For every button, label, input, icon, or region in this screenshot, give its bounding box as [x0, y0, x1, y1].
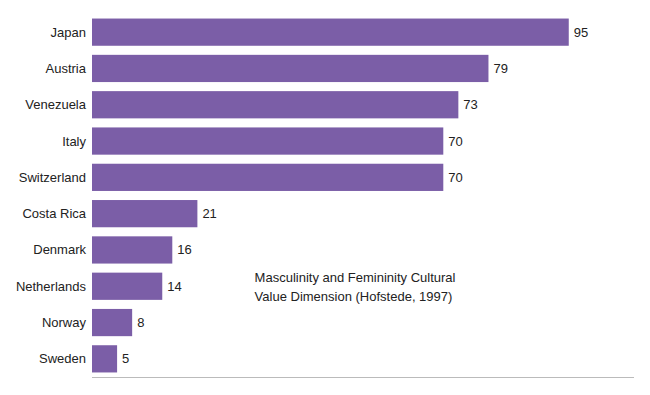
category-label: Japan — [51, 25, 86, 40]
category-label: Costa Rica — [22, 206, 86, 221]
data-label: 95 — [574, 25, 588, 40]
bar — [92, 164, 443, 191]
category-label: Sweden — [39, 351, 86, 366]
category-label: Norway — [42, 315, 87, 330]
bar — [92, 91, 458, 118]
data-label: 79 — [493, 61, 507, 76]
category-label: Switzerland — [19, 170, 86, 185]
data-label: 70 — [448, 134, 462, 149]
bar — [92, 309, 132, 336]
category-label: Netherlands — [16, 279, 87, 294]
x-axis-line — [92, 377, 634, 378]
chart-container: 95 Japan 79 Austria 73 Venezuela 70 Italy 70 Swit… — [0, 0, 650, 395]
bars — [92, 19, 569, 373]
annotation-line: Masculinity and Femininity Cultural — [255, 269, 456, 284]
bar — [92, 273, 162, 300]
chart: 95 Japan 79 Austria 73 Venezuela 70 Italy 70 Swit… — [0, 0, 650, 395]
bar — [92, 127, 443, 154]
annotation-line: Value Dimension (Hofstede, 1997) — [255, 288, 453, 303]
category-label: Denmark — [33, 242, 86, 257]
data-label: 16 — [177, 242, 191, 257]
category-label: Italy — [62, 134, 86, 149]
bar — [92, 236, 172, 263]
bar — [92, 55, 488, 82]
category-label: Austria — [46, 61, 87, 76]
data-label: 5 — [122, 351, 129, 366]
labels: 95 Japan 79 Austria 73 Venezuela 70 Italy 70 Swit… — [16, 25, 588, 367]
bar — [92, 19, 569, 46]
data-label: 73 — [463, 97, 477, 112]
category-label: Venezuela — [25, 97, 86, 112]
data-label: 14 — [167, 279, 181, 294]
annotation: Masculinity and Femininity Cultural Value… — [255, 269, 456, 303]
data-label: 70 — [448, 170, 462, 185]
bar — [92, 200, 197, 227]
data-label: 8 — [137, 315, 144, 330]
data-label: 21 — [202, 206, 216, 221]
bar — [92, 345, 117, 372]
